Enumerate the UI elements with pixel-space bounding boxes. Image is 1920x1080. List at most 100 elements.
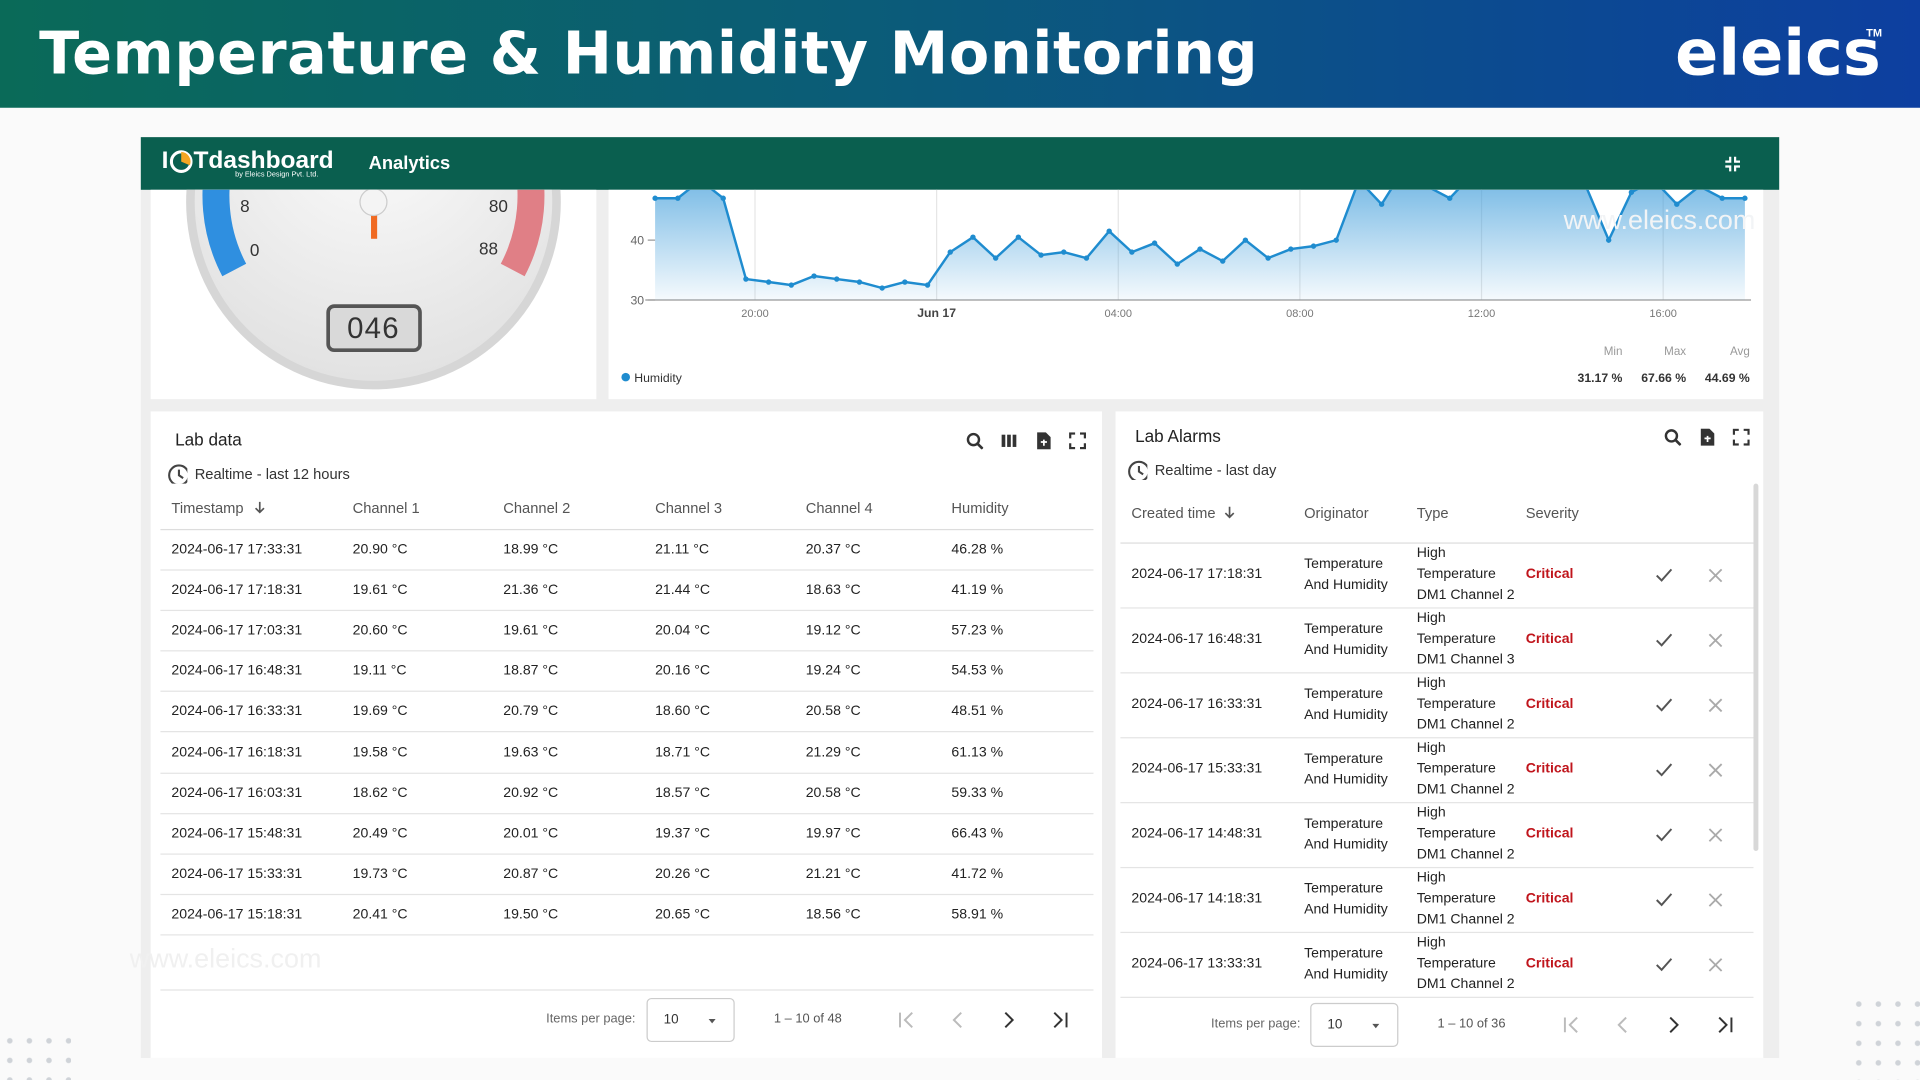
- stat-value: 67.66 %: [1641, 371, 1686, 385]
- gauge-label: 8: [240, 196, 250, 216]
- row-rule: [160, 812, 1094, 814]
- pager-last[interactable]: [1717, 1016, 1734, 1033]
- page-size-select[interactable]: 10: [1310, 1002, 1399, 1047]
- point: [1447, 195, 1453, 201]
- nav-analytics[interactable]: Analytics: [368, 153, 451, 174]
- pager-prev[interactable]: [1614, 1016, 1631, 1033]
- file-button[interactable]: [1698, 428, 1715, 446]
- column-header[interactable]: Originator: [1304, 504, 1369, 522]
- y-tick-label: 30: [630, 293, 644, 307]
- table-cell: 21.21 °C: [805, 866, 861, 882]
- column-header[interactable]: Type: [1416, 504, 1449, 522]
- severity: Critical: [1525, 631, 1574, 647]
- table-cell: 19.73 °C: [352, 866, 408, 882]
- clear-button[interactable]: [1707, 697, 1724, 714]
- clear-button[interactable]: [1707, 827, 1724, 844]
- table-cell: 19.58 °C: [352, 745, 408, 760]
- clear-button[interactable]: [1707, 956, 1724, 973]
- table-cell: 21.11 °C: [655, 542, 710, 558]
- acknowledge-button[interactable]: [1656, 697, 1673, 714]
- table-cell: 54.53 %: [951, 664, 1004, 679]
- pager-first[interactable]: [898, 1011, 915, 1029]
- sort-icon[interactable]: [1223, 506, 1238, 521]
- point: [788, 282, 795, 288]
- column-header[interactable]: Channel 3: [655, 499, 723, 517]
- table-cell: 66.43 %: [951, 826, 1004, 841]
- table-cell: 19.97 °C: [805, 826, 861, 841]
- pager-next[interactable]: [1665, 1016, 1682, 1033]
- full-button[interactable]: [1069, 432, 1087, 450]
- column-header[interactable]: Timestamp: [171, 499, 244, 517]
- row-rule: [160, 731, 1094, 733]
- row-rule: [160, 772, 1094, 774]
- table-cell: Temperature And Humidity: [1304, 686, 1388, 722]
- point: [1061, 249, 1067, 255]
- column-header[interactable]: Channel 1: [352, 499, 420, 517]
- select-caret[interactable]: [708, 1016, 720, 1028]
- watermark: www.eleics.com: [129, 942, 322, 974]
- point: [675, 195, 681, 201]
- point: [1378, 201, 1385, 207]
- sort-icon[interactable]: [253, 501, 268, 516]
- column-header[interactable]: Humidity: [951, 499, 1009, 517]
- table-cell: 19.61 °C: [352, 582, 408, 598]
- pager-first[interactable]: [1562, 1016, 1579, 1033]
- clear-button[interactable]: [1707, 891, 1724, 908]
- columns-button[interactable]: [1000, 432, 1017, 449]
- table-cell: 2024-06-17 14:48:31: [1131, 826, 1263, 842]
- row-rule: [160, 853, 1094, 855]
- pager-prev[interactable]: [949, 1011, 966, 1029]
- file-button[interactable]: [1035, 432, 1052, 450]
- acknowledge-button[interactable]: [1656, 827, 1673, 844]
- point: [1628, 189, 1635, 195]
- column-header[interactable]: Severity: [1525, 504, 1579, 522]
- table-cell: 19.24 °C: [805, 664, 861, 679]
- clear-button[interactable]: [1707, 762, 1724, 779]
- acknowledge-button[interactable]: [1656, 956, 1673, 973]
- full-button[interactable]: [1732, 428, 1750, 446]
- logo: eleics: [1675, 17, 1881, 91]
- acknowledge-button[interactable]: [1656, 632, 1673, 649]
- column-header[interactable]: Created time: [1131, 504, 1216, 522]
- row-rule: [1120, 931, 1754, 934]
- acknowledge-button[interactable]: [1656, 762, 1673, 779]
- pager-last[interactable]: [1052, 1011, 1069, 1029]
- stat-value: 44.69 %: [1705, 371, 1750, 385]
- table-cell: 20.49 °C: [352, 826, 408, 841]
- decor-dots: [1848, 994, 1920, 1080]
- table-cell: 18.71 °C: [655, 745, 711, 760]
- table-cell: 20.79 °C: [503, 704, 559, 720]
- area-fill: [655, 189, 1745, 301]
- column-header[interactable]: Channel 4: [805, 499, 873, 517]
- brand-icon: [169, 150, 193, 173]
- column-header[interactable]: Channel 2: [503, 499, 571, 517]
- footer-rule: [160, 989, 1094, 991]
- collapse-button[interactable]: [1724, 156, 1741, 173]
- panel-title: Lab Alarms: [1135, 426, 1221, 446]
- row-rule: [1120, 866, 1754, 869]
- table-cell: 18.99 °C: [503, 542, 559, 558]
- table-cell: 21.44 °C: [655, 582, 711, 598]
- clear-button[interactable]: [1707, 632, 1724, 649]
- pager-next[interactable]: [1000, 1011, 1017, 1029]
- page-size-select[interactable]: 10: [646, 997, 735, 1043]
- stat-label: Max: [1664, 345, 1686, 358]
- clear-button[interactable]: [1707, 567, 1724, 584]
- table-cell: Temperature And Humidity: [1304, 621, 1388, 657]
- table-cell: 2024-06-17 17:03:31: [171, 623, 303, 639]
- search-button[interactable]: [966, 432, 984, 450]
- scrollbar[interactable]: [1753, 483, 1759, 852]
- table-cell: 19.63 °C: [503, 745, 559, 760]
- search-button[interactable]: [1664, 429, 1682, 446]
- select-caret[interactable]: [1371, 1021, 1383, 1033]
- acknowledge-button[interactable]: [1656, 567, 1673, 584]
- table-cell: 41.19 %: [951, 582, 1004, 598]
- decor-dots: [0, 1031, 72, 1080]
- acknowledge-button[interactable]: [1656, 891, 1673, 908]
- x-tick-label: Jun 17: [917, 306, 956, 320]
- point: [720, 195, 726, 201]
- point: [1674, 201, 1680, 207]
- row-rule: [1120, 672, 1754, 674]
- table-cell: 20.41 °C: [352, 907, 408, 922]
- header-rule: [1120, 542, 1754, 544]
